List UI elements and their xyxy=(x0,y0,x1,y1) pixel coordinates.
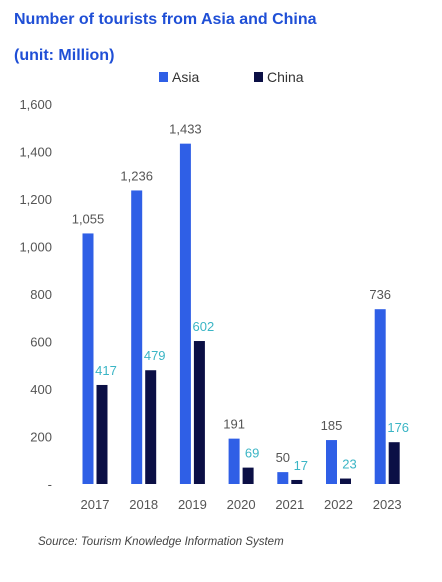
source-note: Source: Tourism Knowledge Information Sy… xyxy=(38,536,284,548)
x-tick-label: 2021 xyxy=(275,497,304,512)
bar-china-2019 xyxy=(193,341,205,484)
bar-asia-2023 xyxy=(374,309,386,484)
bar-china-2021 xyxy=(291,479,303,484)
x-tick-label: 2017 xyxy=(81,497,110,512)
data-label-asia-2022: 185 xyxy=(321,418,343,433)
data-label-asia-2019: 1,433 xyxy=(169,122,202,137)
bar-china-2017 xyxy=(96,384,108,484)
data-label-china-2021: 17 xyxy=(294,458,308,473)
bar-asia-2017 xyxy=(82,233,94,484)
x-axis: 2017 2018 2019 2020 2021 2022 2023 xyxy=(81,497,402,512)
data-label-china-2019: 602 xyxy=(193,319,215,334)
y-tick-label: 600 xyxy=(30,335,52,350)
bar-asia-2020 xyxy=(228,438,240,484)
x-tick-label: 2019 xyxy=(178,497,207,512)
data-label-asia-2017: 1,055 xyxy=(72,211,105,226)
y-tick-label: 1,000 xyxy=(19,240,52,255)
data-label-china-2022: 23 xyxy=(342,457,356,472)
data-label-asia-2018: 1,236 xyxy=(120,168,153,183)
bar-chart: Asia China - 200 400 600 800 1,000 1,200 1,400 1,… xyxy=(19,69,409,512)
x-tick-label: 2020 xyxy=(227,497,256,512)
x-tick-label: 2018 xyxy=(129,497,158,512)
legend-label-asia: Asia xyxy=(172,69,199,85)
bars xyxy=(82,143,400,484)
data-label-china-2020: 69 xyxy=(245,446,259,461)
y-tick-label: 200 xyxy=(30,430,52,445)
chart-title: Number of tourists from Asia and China xyxy=(14,11,317,28)
legend-swatch-asia xyxy=(159,72,168,82)
y-tick-label: 1,400 xyxy=(19,145,52,160)
legend-label-china: China xyxy=(267,69,304,85)
y-axis: - 200 400 600 800 1,000 1,200 1,400 1,600 xyxy=(19,97,52,492)
legend-swatch-china xyxy=(254,72,263,82)
y-tick-label: 1,200 xyxy=(19,192,52,207)
data-label-china-2017: 417 xyxy=(95,363,117,378)
y-tick-label: 400 xyxy=(30,382,52,397)
data-label-china-2018: 479 xyxy=(144,348,166,363)
bar-asia-2018 xyxy=(131,190,143,484)
bar-asia-2019 xyxy=(179,143,191,484)
y-tick-label: - xyxy=(48,477,52,492)
bar-china-2023 xyxy=(388,442,400,484)
y-tick-label: 1,600 xyxy=(19,97,52,112)
data-label-asia-2021: 50 xyxy=(276,450,290,465)
data-label-asia-2020: 191 xyxy=(223,417,245,432)
chart-subtitle: (unit: Million) xyxy=(14,47,115,64)
y-tick-label: 800 xyxy=(30,287,52,302)
data-label-china-2023: 176 xyxy=(387,420,409,435)
bar-china-2020 xyxy=(242,467,254,484)
bar-china-2022 xyxy=(340,478,351,484)
bar-asia-2022 xyxy=(326,440,337,484)
bar-asia-2021 xyxy=(277,472,289,484)
x-tick-label: 2022 xyxy=(324,497,353,512)
x-tick-label: 2023 xyxy=(373,497,402,512)
bar-china-2018 xyxy=(145,370,157,484)
legend: Asia China xyxy=(159,69,304,85)
data-label-asia-2023: 736 xyxy=(369,287,391,302)
